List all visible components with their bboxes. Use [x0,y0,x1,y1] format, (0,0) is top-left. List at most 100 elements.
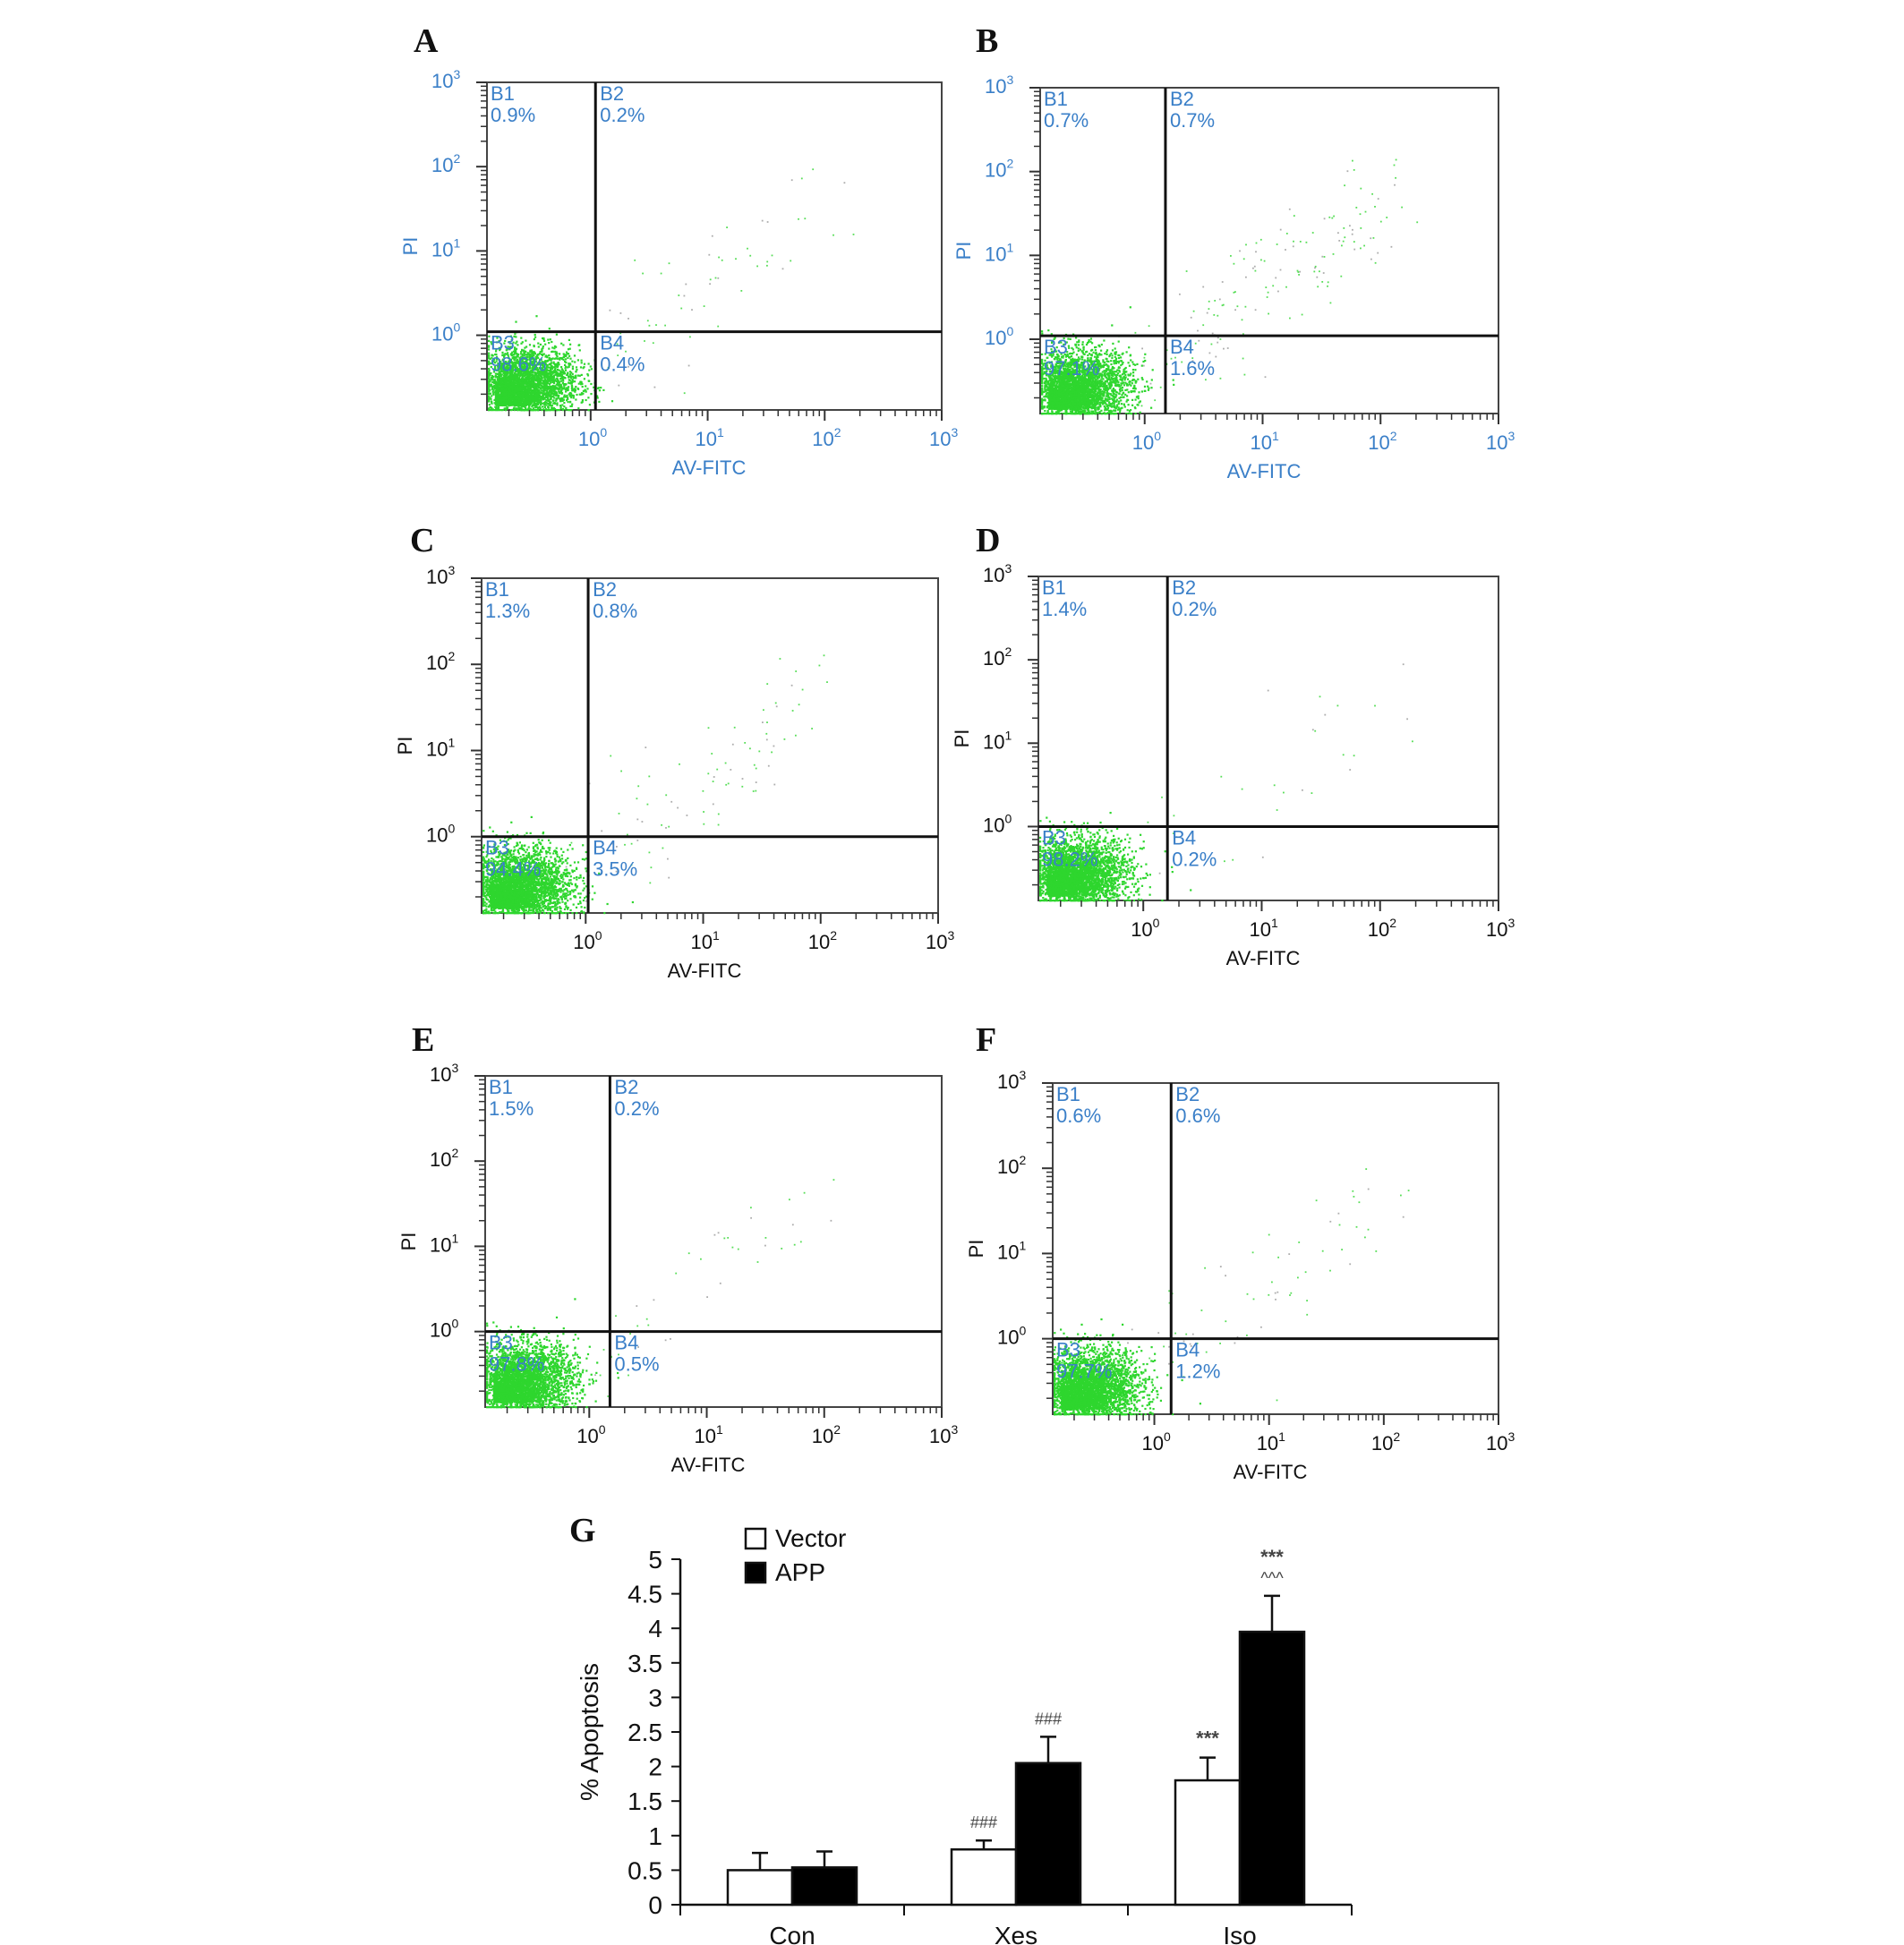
event-dot [571,403,574,405]
event-dot [717,277,720,279]
event-dot [563,371,566,373]
event-dot [648,324,651,327]
event-dot [556,382,559,385]
event-dot [556,369,559,371]
event-dot [515,320,517,323]
event-dot [528,397,531,401]
event-dot [532,394,534,397]
event-dot [1126,388,1129,391]
event-dot [583,365,585,369]
event-dot [555,398,558,401]
event-dot [508,360,510,363]
event-dot [521,348,524,351]
event-dot [1100,349,1103,352]
event-dot [565,388,568,391]
event-dot [555,394,558,397]
event-dot [550,388,553,391]
event-dot [556,374,559,377]
event-dot [542,354,544,357]
event-dot [540,401,542,404]
y-tick-label: 101 [431,235,460,260]
event-dot [536,362,539,364]
event-dot [552,390,555,393]
event-dot [721,259,723,261]
event-dot [1120,396,1123,399]
event-dot [576,359,579,362]
event-dot [1081,341,1084,344]
event-dot [530,409,533,412]
event-dot [521,354,524,357]
event-dot [572,377,575,380]
event-dot [493,391,496,394]
event-dot [541,350,543,353]
event-dot [520,351,523,354]
x-axis-label: AV-FITC [672,456,747,479]
event-dot [563,377,566,380]
event-dot [553,392,556,395]
event-dot [516,361,518,363]
event-dot [492,358,496,361]
event-dot [495,350,498,353]
event-dot [1117,380,1120,383]
event-dot [488,361,491,363]
event-dot [555,378,559,380]
event-dot [1098,354,1101,356]
event-dot [520,405,523,408]
event-dot [555,351,558,354]
event-dot [548,328,551,330]
event-dot [560,366,563,369]
event-dot [1088,339,1090,342]
event-dot [531,350,534,353]
event-dot [508,400,511,403]
quadrant-value-b4: 0.4% [600,354,645,376]
event-dot [568,395,571,397]
event-dot [1077,344,1080,346]
event-dot [546,385,549,388]
event-dot [528,365,532,369]
event-dot [1131,404,1134,406]
event-dot [491,401,493,404]
event-dot [1110,394,1113,397]
event-dot [551,346,554,349]
event-dot [541,373,543,376]
event-dot [543,388,546,391]
event-dot [562,358,565,361]
event-dot [509,376,513,379]
event-dot [598,389,601,392]
event-dot [691,309,693,311]
event-dot [510,361,514,363]
event-dot [508,381,511,384]
event-dot [553,402,556,405]
event-dot [488,367,491,371]
event-dot [515,399,517,403]
event-dot [538,367,541,370]
event-dot [496,375,499,379]
event-dot [559,386,562,388]
event-dot [570,385,573,388]
event-dot [544,409,547,412]
event-dot [607,366,610,370]
event-dot [582,392,585,395]
event-dot [511,387,514,390]
event-dot [513,354,516,356]
event-dots [488,168,855,412]
event-dot [492,393,495,396]
event-dot [571,365,574,368]
event-dot [519,353,523,355]
event-dot [1126,395,1129,397]
event-dot [495,358,498,361]
event-dot [566,389,568,392]
event-dot [547,397,550,400]
event-dot [504,339,507,342]
event-dot [619,312,622,314]
event-dot [556,392,559,395]
event-dot [1114,351,1118,354]
event-dot [1118,360,1121,363]
event-dot [503,392,506,396]
event-dot [580,383,583,386]
event-dot [1120,356,1123,359]
event-dot [524,363,526,365]
event-dot [546,355,549,358]
event-dot [504,407,507,410]
event-dot [488,339,491,342]
